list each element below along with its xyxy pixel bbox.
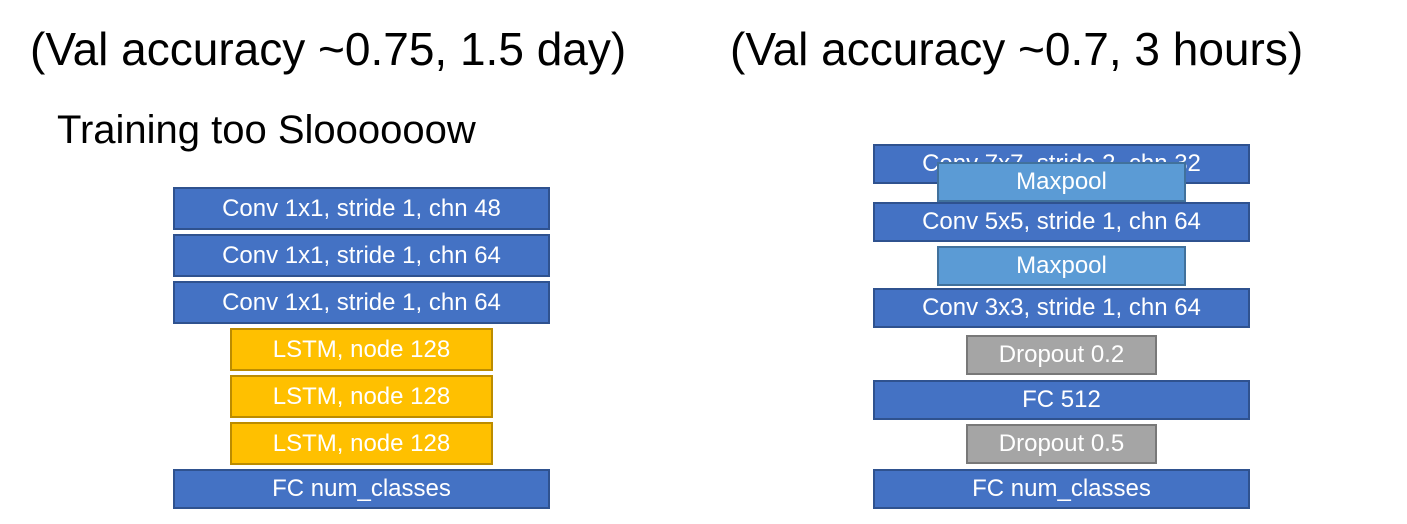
left-block-conv-2: Conv 1x1, stride 1, chn 64 (173, 234, 550, 277)
left-block-conv-3: Conv 1x1, stride 1, chn 64 (173, 281, 550, 324)
left-block-lstm-3: LSTM, node 128 (230, 422, 493, 465)
right-block-dropout-1: Dropout 0.2 (966, 335, 1157, 375)
right-block-fc-1: FC 512 (873, 380, 1250, 420)
right-block-conv-2: Conv 5x5, stride 1, chn 64 (873, 202, 1250, 242)
right-block-fc-2: FC num_classes (873, 469, 1250, 509)
right-block-maxpool-2: Maxpool (937, 246, 1186, 286)
left-block-conv-1: Conv 1x1, stride 1, chn 48 (173, 187, 550, 230)
right-block-conv-3: Conv 3x3, stride 1, chn 64 (873, 288, 1250, 328)
left-heading: (Val accuracy ~0.75, 1.5 day) (30, 23, 627, 75)
right-block-maxpool-1: Maxpool (937, 162, 1186, 202)
left-block-lstm-2: LSTM, node 128 (230, 375, 493, 418)
training-note: Training too Sloooooow (57, 108, 476, 152)
right-block-dropout-2: Dropout 0.5 (966, 424, 1157, 464)
right-heading: (Val accuracy ~0.7, 3 hours) (730, 23, 1304, 75)
left-block-fc: FC num_classes (173, 469, 550, 509)
left-block-lstm-1: LSTM, node 128 (230, 328, 493, 371)
